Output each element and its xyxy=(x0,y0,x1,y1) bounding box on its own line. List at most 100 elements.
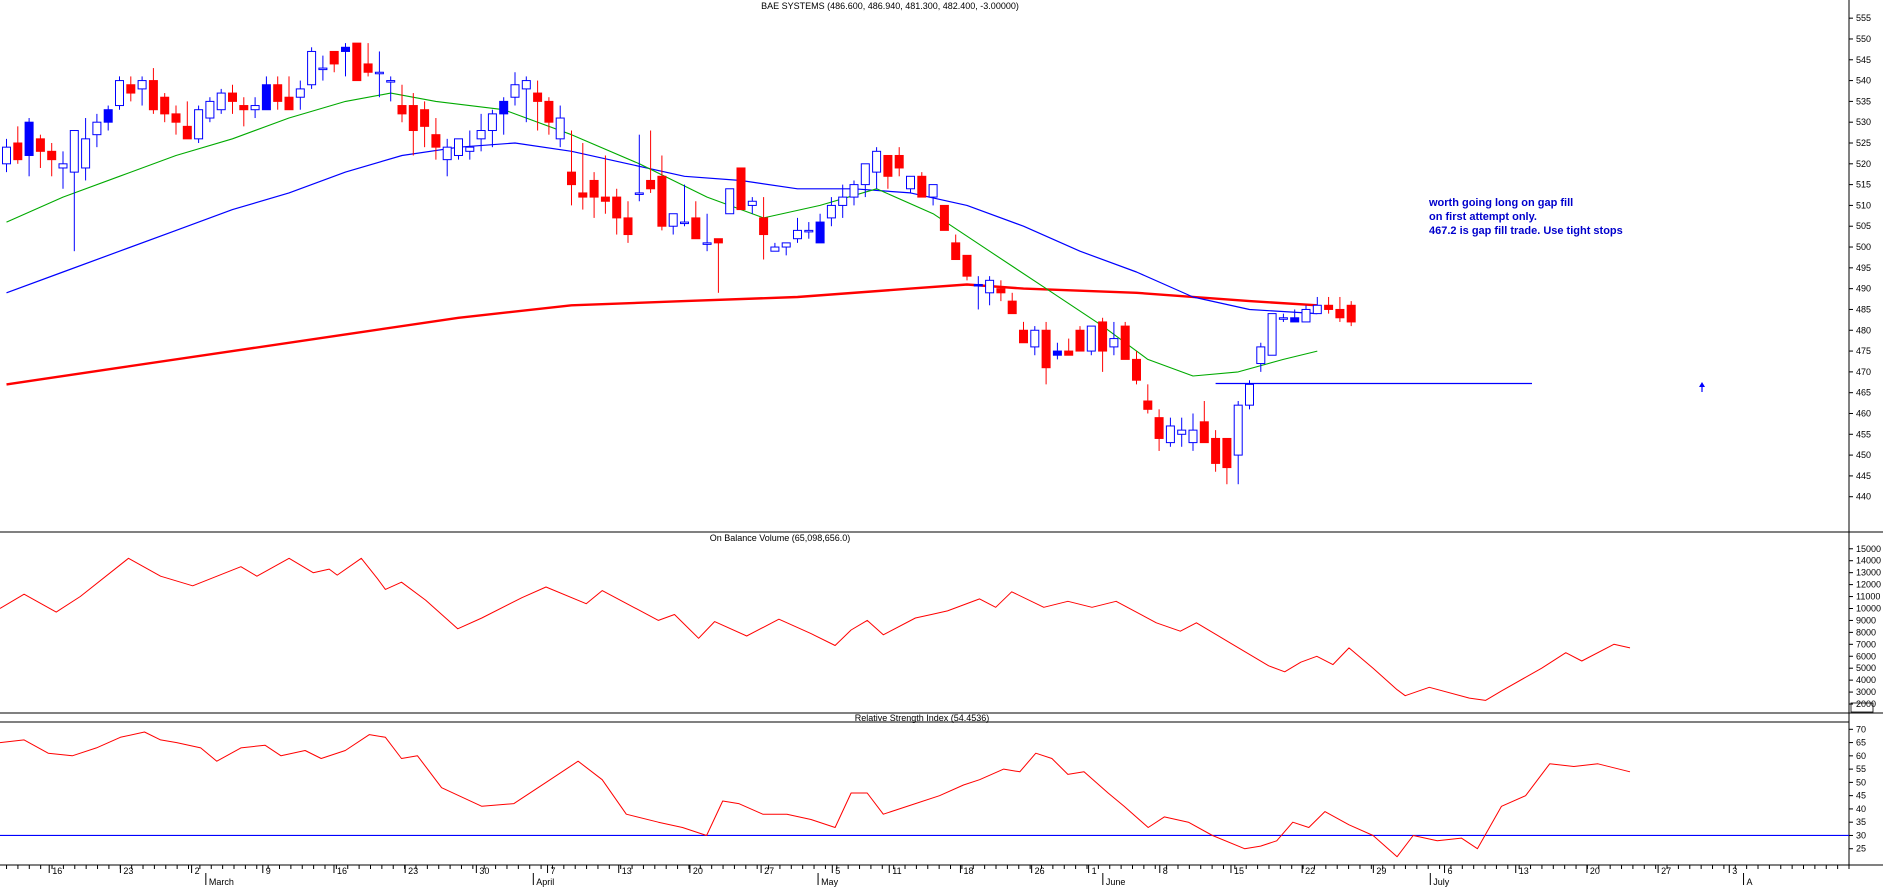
candle xyxy=(567,130,576,206)
candle xyxy=(578,143,588,210)
candle xyxy=(521,76,531,123)
price-tick-label: 515 xyxy=(1856,180,1871,190)
candle xyxy=(849,180,859,206)
candle-body xyxy=(1301,308,1311,323)
x-day-label: 13 xyxy=(622,866,632,876)
annotation: worth going long on gap fill on first at… xyxy=(1428,197,1623,237)
obv-tick-label: 10000 xyxy=(1856,603,1881,613)
x-month-label: July xyxy=(1433,877,1450,887)
candle-body xyxy=(420,109,430,127)
candle xyxy=(962,254,972,281)
candle-body xyxy=(363,63,373,73)
obv-tick-label: 14000 xyxy=(1856,556,1881,566)
price-panel: BAE SYSTEMS (486.600, 486.940, 481.300, … xyxy=(2,1,1871,502)
candle xyxy=(1278,313,1288,322)
x-month-label: A xyxy=(1747,877,1753,887)
candle xyxy=(81,118,91,181)
price-tick-label: 550 xyxy=(1856,34,1871,44)
candle xyxy=(951,234,961,261)
candle-body xyxy=(205,100,215,119)
candle xyxy=(917,172,927,198)
obv-tick-label: 15000 xyxy=(1856,544,1881,554)
obv-tick-label: 4000 xyxy=(1856,675,1876,685)
price-tick-label: 500 xyxy=(1856,242,1871,252)
candle-body xyxy=(47,150,57,161)
candle xyxy=(499,97,509,135)
candle xyxy=(228,84,237,114)
candle xyxy=(307,47,317,89)
candle xyxy=(826,197,836,227)
candle xyxy=(1188,413,1198,451)
obv-title: On Balance Volume (65,098,656.0) xyxy=(710,533,851,543)
candle-body xyxy=(1154,417,1164,439)
obv-tick-label: 12000 xyxy=(1856,580,1881,590)
candle xyxy=(216,88,226,114)
x-day-label: 30 xyxy=(479,866,489,876)
candle xyxy=(894,147,904,177)
candle-body xyxy=(1052,350,1062,356)
price-tick-label: 480 xyxy=(1856,325,1871,335)
price-tick-label: 555 xyxy=(1856,13,1871,23)
candle-body xyxy=(578,192,588,198)
candle-body xyxy=(2,146,11,165)
candle-body xyxy=(600,196,610,202)
candle-body xyxy=(1075,329,1085,352)
candle xyxy=(2,138,11,173)
candle-body xyxy=(894,154,904,169)
candle xyxy=(872,147,882,189)
candle-body xyxy=(1030,329,1040,348)
candle-body xyxy=(454,138,463,156)
candle-body xyxy=(397,105,407,115)
candle xyxy=(533,80,543,131)
candle-body xyxy=(465,146,475,152)
candle-body xyxy=(951,242,961,261)
candle-body xyxy=(770,246,780,252)
candle-body xyxy=(1109,338,1119,348)
x-day-label: 16 xyxy=(52,866,62,876)
candle-body xyxy=(126,84,136,94)
candle xyxy=(1154,409,1164,451)
candle xyxy=(759,197,769,260)
candle-body xyxy=(928,184,938,198)
candle xyxy=(634,134,644,202)
candle xyxy=(35,134,45,168)
x-day-label: 27 xyxy=(1661,866,1671,876)
candle-body xyxy=(567,171,576,186)
candle xyxy=(657,155,667,231)
price-tick-label: 460 xyxy=(1856,408,1871,418)
candle-body xyxy=(1346,304,1356,323)
candle xyxy=(770,242,780,252)
price-tick-label: 455 xyxy=(1856,429,1871,439)
x-day-label: 16 xyxy=(337,866,347,876)
candle xyxy=(1324,296,1334,314)
price-title: BAE SYSTEMS (486.600, 486.940, 481.300, … xyxy=(761,1,1019,11)
candle xyxy=(182,101,192,140)
candle xyxy=(838,184,848,218)
candle xyxy=(408,93,418,156)
candle-body xyxy=(171,113,181,123)
x-day-label: 20 xyxy=(693,866,703,876)
candle xyxy=(646,130,656,193)
candle xyxy=(1199,401,1209,444)
candle-body xyxy=(702,242,712,245)
candle xyxy=(623,201,633,243)
candle-body xyxy=(1143,400,1153,410)
candle xyxy=(24,118,34,177)
candle xyxy=(985,276,995,306)
candle-body xyxy=(826,204,836,219)
candle xyxy=(1120,321,1130,360)
candle xyxy=(239,97,249,127)
obv-series-line xyxy=(0,557,1631,701)
candle xyxy=(1233,401,1243,485)
price-tick-label: 530 xyxy=(1856,117,1871,127)
candle xyxy=(374,51,384,98)
candle xyxy=(555,105,565,148)
candle xyxy=(160,93,170,123)
candle xyxy=(1211,430,1221,472)
candle xyxy=(13,126,23,164)
candle xyxy=(363,43,373,77)
candle-body xyxy=(329,50,339,65)
candle xyxy=(1132,351,1141,385)
candle xyxy=(544,97,554,135)
candle xyxy=(1007,292,1017,315)
